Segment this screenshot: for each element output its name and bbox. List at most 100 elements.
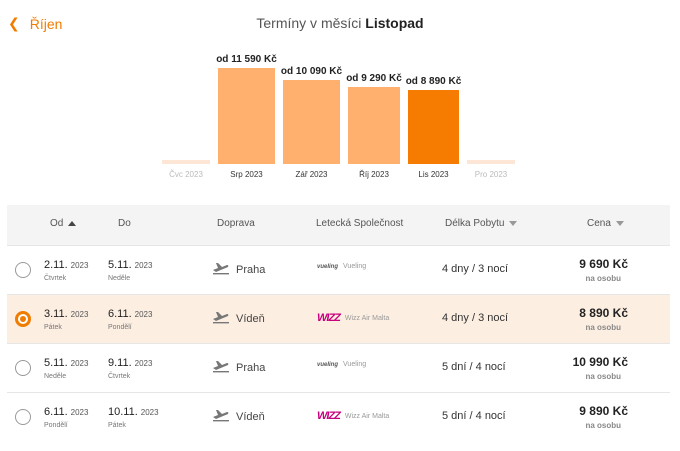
title-month: Listopad (365, 15, 424, 31)
to-date: 10.11. 2023 (108, 406, 159, 418)
chart-bar[interactable] (283, 80, 340, 164)
bar-month-label: Zář 2023 (295, 170, 328, 179)
from-date-value: 5.11. (44, 357, 68, 369)
chart-bar[interactable] (348, 87, 400, 164)
column-header-stay[interactable]: Délka Pobytu (445, 218, 518, 229)
sort-descending-icon (509, 220, 518, 226)
table-row[interactable]: 5.11. 2023 Neděle 9.11. 2023 Čtvrtek Praha vuel… (7, 343, 670, 392)
from-date-value: 3.11. (44, 308, 68, 320)
to-year: 2023 (134, 261, 153, 270)
from-date-value: 2.11. (44, 259, 68, 271)
stay-nights: 3 nocí (478, 263, 509, 275)
departure-city: Vídeň (236, 410, 265, 423)
bar-month-label: Lis 2023 (418, 170, 449, 179)
to-date: 6.11. 2023 (108, 308, 152, 320)
transport: Praha (212, 261, 265, 278)
column-header-od[interactable]: Od (50, 218, 77, 229)
chart-bar (162, 160, 210, 164)
stay-separator: / (466, 361, 476, 373)
stay-length: 4 dny / 3 nocí (442, 263, 508, 275)
sort-descending-icon (615, 220, 624, 226)
chart-bar (467, 160, 515, 164)
plane-departure-icon (212, 359, 236, 376)
transport: Vídeň (212, 408, 265, 425)
stay-separator: / (466, 410, 476, 422)
plane-departure-icon (212, 408, 236, 425)
to-date-value: 10.11. (108, 406, 138, 418)
chart-bar[interactable] (408, 90, 459, 164)
airline: vueling Vueling (317, 361, 366, 368)
airline: vueling Vueling (317, 263, 366, 270)
table-row[interactable]: 6.11. 2023 Pondělí 10.11. 2023 Pátek Vídeň WIZZ… (7, 392, 670, 441)
per-person-label: na osobu (585, 421, 621, 430)
bar-month-label: Srp 2023 (230, 170, 263, 179)
per-person-label: na osobu (585, 274, 621, 283)
stay-days: 5 dní (442, 410, 467, 422)
from-year: 2023 (70, 408, 89, 417)
from-date: 2.11. 2023 (44, 259, 88, 271)
stay-nights: 4 nocí (475, 361, 506, 373)
to-date-value: 5.11. (108, 259, 132, 271)
column-stay-label: Délka Pobytu (445, 218, 505, 229)
stay-length: 5 dní / 4 nocí (442, 410, 506, 422)
column-header-do: Do (118, 218, 131, 229)
wizz-air-logo: WIZZ (317, 410, 341, 422)
from-date: 5.11. 2023 (44, 357, 88, 369)
to-date-value: 6.11. (108, 308, 132, 320)
to-day: Neděle (108, 275, 131, 282)
per-person-label: na osobu (585, 372, 621, 381)
stay-days: 5 dní (442, 361, 467, 373)
to-year: 2023 (140, 408, 159, 417)
chart-bar[interactable] (218, 68, 275, 164)
to-year: 2023 (134, 359, 153, 368)
stay-nights: 3 nocí (478, 312, 509, 324)
from-day: Čtvrtek (44, 275, 67, 282)
monthly-price-chart: Čvc 2023 od 11 590 Kč Srp 2023 od 10 090 Kč… (0, 0, 680, 200)
to-day: Pátek (108, 422, 126, 429)
stay-separator: / (468, 312, 479, 324)
sort-ascending-icon (68, 220, 77, 226)
stay-separator: / (468, 263, 479, 275)
per-person-label: na osobu (585, 323, 621, 332)
column-price-label: Cena (587, 218, 611, 229)
to-date: 5.11. 2023 (108, 259, 152, 271)
airline-name: Vueling (343, 361, 367, 368)
select-radio[interactable] (15, 262, 31, 278)
airline-name: Wizz Air Malta (344, 412, 390, 420)
from-date-value: 6.11. (44, 406, 68, 418)
to-date: 9.11. 2023 (108, 357, 152, 369)
table-row[interactable]: 2.11. 2023 Čtvrtek 5.11. 2023 Neděle Praha vuel… (7, 245, 670, 294)
price: 10 990 Kč (572, 355, 628, 369)
from-date: 6.11. 2023 (44, 406, 88, 418)
prev-month-link[interactable]: ❮ Říjen (8, 15, 62, 32)
prev-month-label: Říjen (29, 15, 63, 32)
price: 8 890 Kč (579, 306, 628, 320)
to-day: Čtvrtek (108, 373, 131, 380)
departure-city: Vídeň (236, 312, 265, 325)
departure-city: Praha (236, 263, 266, 276)
column-od-label: Od (50, 218, 64, 229)
select-radio[interactable] (15, 360, 31, 376)
bar-price-label: od 10 090 Kč (280, 66, 343, 77)
from-date: 3.11. 2023 (44, 308, 88, 320)
select-radio[interactable] (15, 409, 31, 425)
from-year: 2023 (70, 310, 89, 319)
airline: WIZZ Wizz Air Malta (317, 312, 389, 324)
stay-length: 5 dní / 4 nocí (442, 361, 506, 373)
from-day: Pondělí (44, 422, 68, 429)
column-header-price[interactable]: Cena (587, 218, 624, 229)
stay-days: 4 dny (442, 263, 469, 275)
bar-month-label: Pro 2023 (474, 170, 508, 179)
airline: WIZZ Wizz Air Malta (317, 410, 389, 422)
plane-departure-icon (212, 310, 236, 327)
from-day: Neděle (44, 373, 67, 380)
departure-city: Praha (236, 361, 266, 374)
select-radio[interactable] (15, 311, 31, 327)
vueling-logo: vueling (317, 361, 339, 368)
chevron-left-icon: ❮ (8, 15, 20, 31)
from-year: 2023 (70, 261, 89, 270)
bar-price-label: od 9 290 Kč (346, 73, 402, 84)
table-row[interactable]: 3.11. 2023 Pátek 6.11. 2023 Pondělí Vídeň WIZZ W… (7, 294, 670, 343)
from-day: Pátek (44, 324, 62, 331)
price: 9 890 Kč (579, 404, 628, 418)
